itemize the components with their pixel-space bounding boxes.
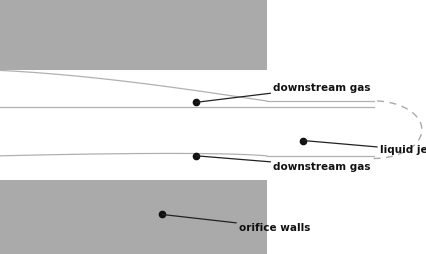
- Text: orifice walls: orifice walls: [162, 215, 310, 232]
- Text: downstream gas: downstream gas: [196, 156, 370, 171]
- Bar: [0, 0, 266, 71]
- Text: downstream gas: downstream gas: [196, 83, 370, 103]
- Bar: [0, 180, 266, 254]
- Text: liquid jet: liquid jet: [302, 141, 426, 155]
